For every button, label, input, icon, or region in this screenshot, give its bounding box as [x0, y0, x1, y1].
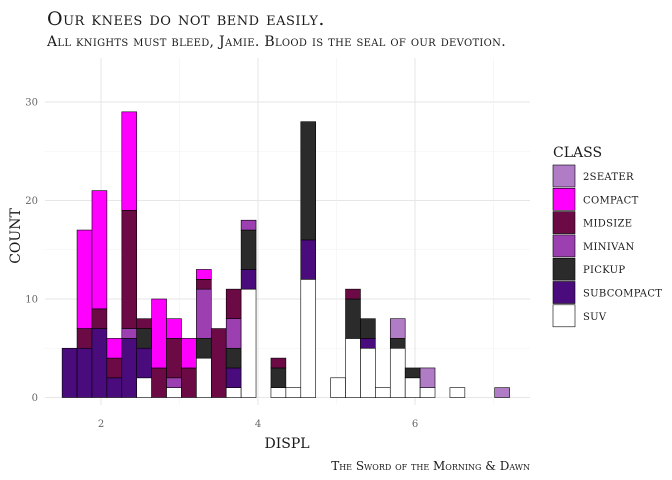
- legend-swatch-2seater: [552, 164, 576, 188]
- bar-segment-pickup: [360, 318, 376, 339]
- bar-segment-midsize: [345, 288, 361, 300]
- bar-segment-minivan: [166, 377, 182, 388]
- bar-segment-midsize: [210, 328, 227, 398]
- x-tick-label: 6: [412, 419, 418, 430]
- legend-label-pickup: PICKUP: [583, 265, 625, 276]
- bar-segment-pickup: [225, 347, 242, 369]
- legend-label-midsize: MIDSIZE: [583, 219, 632, 230]
- bar-segment-suv: [136, 377, 152, 398]
- y-tick-label: 20: [25, 196, 38, 207]
- legend: CLASS 2SEATER COMPACT MIDSIZE MINIVAN PICKUP…: [552, 145, 662, 328]
- bar-segment-midsize: [181, 367, 197, 398]
- bar-segment-subcompact: [106, 377, 123, 398]
- x-axis-ticks: 2 4 6: [98, 419, 418, 430]
- bar-segment-compact: [151, 298, 167, 369]
- bar-segment-2seater: [389, 318, 406, 339]
- bar-segment-suv: [225, 387, 242, 398]
- chart-caption: The Sword of the Morning & Dawn: [331, 459, 530, 473]
- bar-segment-subcompact: [300, 239, 316, 280]
- bar-segment-pickup: [270, 367, 287, 388]
- y-tick-label: 0: [32, 393, 38, 404]
- bar-segment-subcompact: [91, 328, 108, 398]
- y-tick-label: 30: [25, 98, 38, 109]
- bar-segment-compact: [196, 269, 212, 280]
- bar-segment-midsize: [121, 210, 138, 329]
- legend-swatch-midsize: [552, 211, 576, 234]
- bar-segment-midsize: [76, 328, 93, 349]
- bar-segment-subcompact: [76, 347, 93, 398]
- bar-segment-midsize: [106, 357, 123, 379]
- legend-label-2seater: 2SEATER: [583, 172, 634, 183]
- legend-swatch-suv: [552, 304, 576, 328]
- bar-segment-subcompact: [360, 338, 376, 349]
- y-axis-ticks: 0 10 20 30: [25, 98, 38, 405]
- bar-segment-pickup: [404, 367, 421, 379]
- bar-segment-suv: [240, 288, 257, 398]
- y-tick-label: 10: [25, 295, 38, 306]
- bar-segment-subcompact: [61, 347, 78, 398]
- legend-swatch-minivan: [552, 234, 576, 258]
- x-tick-label: 4: [255, 419, 261, 430]
- bar-segment-suv: [166, 387, 182, 398]
- bar-segment-subcompact: [240, 269, 257, 290]
- legend-label-subcompact: SUBCOMPACT: [583, 289, 662, 300]
- bar-segment-midsize: [91, 308, 108, 329]
- bar-segment-pickup: [345, 298, 361, 339]
- bar-segment-compact: [121, 111, 138, 211]
- bar-segment-2seater: [419, 367, 436, 388]
- bar-segment-suv: [419, 387, 436, 398]
- bar-segment-subcompact: [136, 347, 152, 379]
- bar-segment-suv: [270, 387, 287, 398]
- legend-swatch-compact: [552, 188, 576, 211]
- bar-segment-pickup: [136, 328, 152, 349]
- x-axis-title: DISPL: [264, 436, 309, 452]
- bar-segment-compact: [76, 229, 93, 329]
- bar-segment-suv: [345, 338, 361, 398]
- bar-segment-suv: [330, 377, 346, 398]
- bars-layer: [61, 111, 510, 398]
- bar-segment-minivan: [225, 318, 242, 349]
- bar-segment-suv: [449, 387, 466, 398]
- legend-swatch-subcompact: [552, 281, 576, 304]
- bar-segment-pickup: [240, 229, 257, 270]
- bar-segment-suv: [196, 357, 212, 398]
- bar-segment-compact: [91, 190, 108, 310]
- bar-segment-minivan: [240, 219, 257, 231]
- bar-segment-midsize: [225, 288, 242, 319]
- bar-segment-compact: [106, 338, 123, 359]
- bar-segment-suv: [285, 387, 302, 398]
- legend-label-compact: COMPACT: [583, 195, 639, 206]
- chart-title: Our knees do not bend easily.: [47, 8, 325, 30]
- bar-segment-pickup: [196, 338, 212, 359]
- bar-segment-minivan: [196, 288, 212, 339]
- legend-label-minivan: MINIVAN: [583, 242, 635, 253]
- bar-segment-minivan: [121, 328, 138, 339]
- x-tick-label: 2: [98, 419, 104, 430]
- legend-title: CLASS: [553, 145, 602, 161]
- bar-segment-suv: [360, 347, 376, 398]
- bar-segment-suv: [375, 387, 391, 398]
- legend-swatch-pickup: [552, 257, 576, 281]
- bar-segment-2seater: [494, 387, 510, 398]
- bar-segment-midsize: [151, 367, 167, 398]
- bar-segment-compact: [181, 338, 197, 369]
- bar-segment-midsize: [196, 278, 212, 290]
- y-axis-title: COUNT: [8, 208, 24, 264]
- legend-label-suv: SUV: [583, 312, 607, 323]
- bar-segment-subcompact: [225, 367, 242, 388]
- bar-segment-pickup: [300, 121, 316, 241]
- chart-subtitle: All knights must bleed, Jamie. Blood is …: [46, 34, 506, 50]
- bar-segment-subcompact: [121, 338, 138, 398]
- bar-segment-pickup: [389, 338, 406, 349]
- bar-segment-midsize: [166, 338, 182, 379]
- bar-segment-suv: [404, 377, 421, 398]
- bar-segment-suv: [300, 278, 316, 398]
- bar-segment-midsize: [136, 318, 152, 329]
- bar-segment-compact: [166, 318, 182, 339]
- bar-segment-midsize: [270, 357, 287, 369]
- bar-segment-suv: [389, 347, 406, 398]
